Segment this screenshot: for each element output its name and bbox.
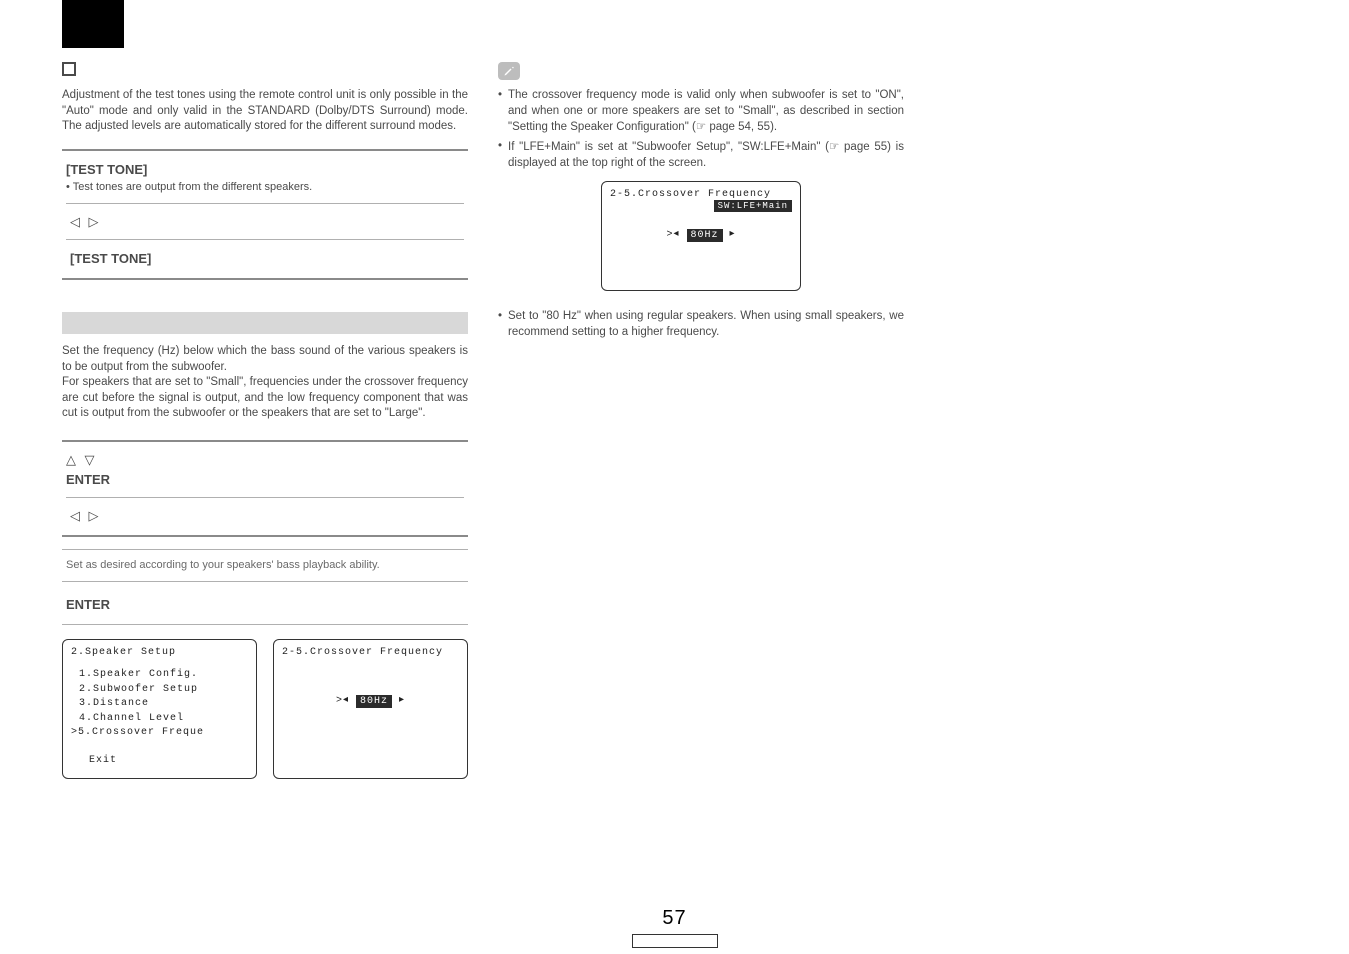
page-number: 57 [662,907,686,930]
note-text-3: Set to "80 Hz" when using regular speake… [508,309,904,340]
caret-right-icon: ▸ [399,693,405,707]
nav-box: △ ▽ ENTER ◁ ▷ [62,440,468,538]
section-heading-strip [62,312,468,334]
note-pencil-icon [498,62,520,80]
osd-right-column: 2-5.Crossover Frequency SW:LFE+Main >◂ 8… [601,181,801,291]
osd-rc-value-row: >◂ 80Hz ▸ [610,227,792,242]
right-column: • The crossover frequency mode is valid … [498,62,904,340]
osd-menu-right: 2-5.Crossover Frequency >◂ 80Hz ▸ [273,639,468,779]
enter-label-1: ENTER [66,471,464,489]
note-bullet-3: • Set to "80 Hz" when using regular spea… [498,309,904,340]
caret-right-icon: ▸ [730,227,736,241]
osd-item: 2.Subwoofer Setup [71,683,248,697]
enter-box: ENTER [62,582,468,625]
note-bullet-2: • If "LFE+Main" is set at "Subwoofer Set… [498,139,904,171]
left-column: Adjustment of the test tones using the r… [62,88,468,779]
crossover-intro-1: Set the frequency (Hz) below which the b… [62,344,468,375]
hand-pointer-icon: ☞ [696,119,706,135]
hand-pointer-icon: ☞ [829,139,839,155]
osd-right-title: 2-5.Crossover Frequency [282,646,459,660]
header-black-tab [62,0,124,48]
enter-label-2: ENTER [66,596,464,614]
osd-item-selected: >5.Crossover Freque [71,726,248,740]
square-bullet-icon [62,62,76,76]
left-right-arrows-icon-2: ◁ ▷ [70,509,101,524]
nav-row-1: △ ▽ [66,452,464,470]
osd-right-value-row: >◂ 80Hz ▸ [282,663,459,708]
up-down-arrows-icon: △ ▽ [66,453,97,468]
test-tone-row-2: [TEST TONE] [66,239,464,268]
crossover-intro-2: For speakers that are set to "Small", fr… [62,375,468,422]
bullet-dot: • [498,309,508,340]
intro-paragraph: Adjustment of the test tones using the r… [62,88,468,135]
osd-right-value: 80Hz [356,695,392,709]
osd-rc-value: 80Hz [687,229,723,243]
osd-rc-prefix: > [666,230,673,241]
caption-row: Set as desired according to your speaker… [62,549,468,582]
osd-left-title: 2.Speaker Setup [71,646,248,660]
nav-row-2: ◁ ▷ [66,497,464,526]
test-tone-title-2: [TEST TONE] [70,250,460,268]
osd-item: 3.Distance [71,697,248,711]
bullet-dot: • [498,88,508,135]
note-1-b: page 54, 55). [706,121,777,133]
osd-item: 4.Channel Level [71,712,248,726]
caret-left-icon: ◂ [673,227,679,241]
bullet-dot: • [498,139,508,171]
osd-menu-left: 2.Speaker Setup 1.Speaker Config. 2.Subw… [62,639,257,779]
note-text-1: The crossover frequency mode is valid on… [508,88,904,135]
osd-exit: Exit [71,754,248,768]
osd-right-prefix: > [336,696,343,707]
test-tone-title-1: [TEST TONE] [66,161,464,179]
osd-rc-badge: SW:LFE+Main [714,200,792,212]
caret-left-icon: ◂ [343,693,349,707]
test-tone-box-1: [TEST TONE] • Test tones are output from… [62,149,468,280]
note-text-2: If "LFE+Main" is set at "Subwoofer Setup… [508,139,904,171]
test-tone-sub: • Test tones are output from the differe… [66,180,464,195]
osd-item: 1.Speaker Config. [71,668,248,682]
arrows-lr-row: ◁ ▷ [66,203,464,232]
osd-pair: 2.Speaker Setup 1.Speaker Config. 2.Subw… [62,639,468,779]
note-2-a: If "LFE+Main" is set at "Subwoofer Setup… [508,141,829,153]
left-right-arrows-icon: ◁ ▷ [70,215,101,230]
note-bullet-1: • The crossover frequency mode is valid … [498,88,904,135]
page-frame [632,934,718,948]
